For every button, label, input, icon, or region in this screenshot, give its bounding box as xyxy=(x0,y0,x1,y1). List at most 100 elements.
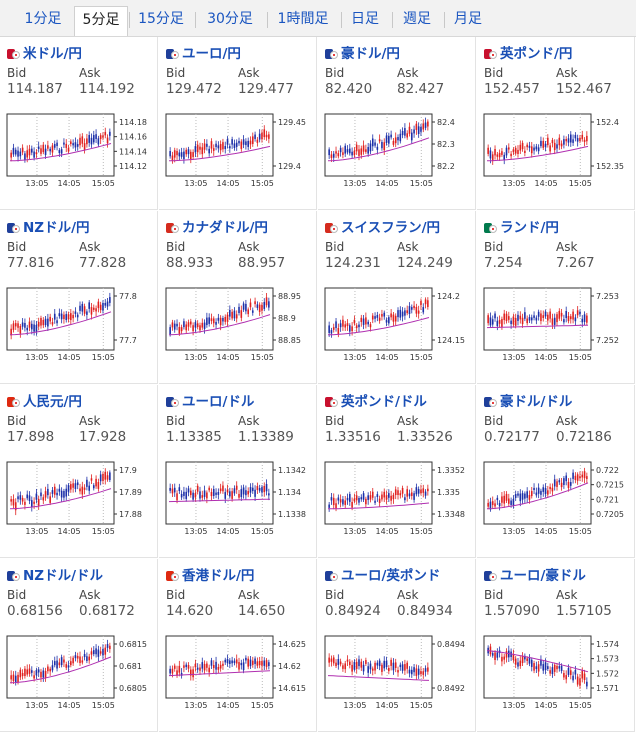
candle-body xyxy=(369,663,372,670)
pair-link[interactable]: 豪ドル/円 xyxy=(325,42,400,62)
mini-chart[interactable]: 129.45 129.4 13:05 14:05 15:05 xyxy=(163,110,313,192)
candle-body xyxy=(21,147,24,153)
candle-body xyxy=(37,321,40,327)
pair-link[interactable]: 豪ドル/ドル xyxy=(484,390,572,410)
pair-link[interactable]: ランド/円 xyxy=(484,216,559,236)
mini-chart[interactable]: 14.625 14.62 14.615 13:05 14:05 15:05 xyxy=(163,632,313,714)
x-tick-label: 15:05 xyxy=(410,179,433,188)
candle-body xyxy=(565,675,567,680)
candle-body xyxy=(530,317,533,321)
candle-body xyxy=(579,678,581,686)
tab-1[interactable]: 5分足 xyxy=(74,6,128,36)
candle-body xyxy=(63,490,65,498)
pair-link[interactable]: 英ポンド/ドル xyxy=(325,390,427,410)
candle-body xyxy=(360,317,363,322)
candle-body xyxy=(524,150,526,153)
candle-body xyxy=(258,133,261,140)
candle-body xyxy=(263,485,266,493)
candle-body xyxy=(76,314,79,318)
candle-body xyxy=(392,314,395,322)
candle-body xyxy=(226,658,229,664)
rate-card: 豪ドル/円 Bid 82.420 Ask 82.427 82.4 82.3 82.2 13:05… xyxy=(318,37,476,210)
tab-4[interactable]: 1時間足 xyxy=(277,11,329,27)
candle-body xyxy=(553,142,556,151)
pair-link[interactable]: ユーロ/円 xyxy=(166,42,241,62)
pair-link[interactable]: 英ポンド/円 xyxy=(484,42,572,62)
candle-body xyxy=(508,147,510,150)
candle-body xyxy=(37,498,40,506)
mini-chart[interactable]: 0.8494 0.8492 13:05 14:05 15:05 xyxy=(322,632,472,714)
pair-link[interactable]: 米ドル/円 xyxy=(7,42,82,62)
pair-link[interactable]: カナダドル/円 xyxy=(166,216,268,236)
x-tick-label: 14:05 xyxy=(217,527,240,536)
candle-body xyxy=(487,502,489,507)
candle-body xyxy=(26,669,29,675)
candle-body xyxy=(367,495,369,500)
mini-chart[interactable]: 152.4 152.35 13:05 14:05 15:05 xyxy=(481,110,631,192)
candle-body xyxy=(254,301,256,305)
candle-body xyxy=(358,324,360,328)
candle-body xyxy=(503,313,506,321)
mini-chart[interactable]: 77.8 77.7 13:05 14:05 15:05 xyxy=(4,284,154,366)
tab-5[interactable]: 日足 xyxy=(351,11,379,27)
candle-body xyxy=(249,659,252,667)
tab-0[interactable]: 1分足 xyxy=(24,11,62,27)
mini-chart[interactable]: 0.6815 0.681 0.6805 13:05 14:05 15:05 xyxy=(4,632,154,714)
pair-link[interactable]: 香港ドル/円 xyxy=(166,564,254,584)
candle-body xyxy=(231,491,233,499)
candle-body xyxy=(535,492,538,496)
x-tick-label: 15:05 xyxy=(251,527,274,536)
mini-chart[interactable]: 88.95 88.9 88.85 13:05 14:05 15:05 xyxy=(163,284,313,366)
candle-body xyxy=(222,485,224,492)
tab-7[interactable]: 月足 xyxy=(454,11,482,27)
ask-label: Ask xyxy=(79,588,101,602)
pair-name: 豪ドル/ドル xyxy=(500,394,573,410)
pair-link[interactable]: ユーロ/豪ドル xyxy=(484,564,586,584)
mini-chart[interactable]: 1.1342 1.134 1.1338 13:05 14:05 15:05 xyxy=(163,458,313,540)
candle-body xyxy=(99,135,102,140)
candle-body xyxy=(192,669,194,678)
pair-link[interactable]: NZドル/円 xyxy=(7,216,90,236)
tab-6[interactable]: 週足 xyxy=(403,11,431,27)
candle-body xyxy=(196,144,199,153)
candle-body xyxy=(413,667,415,673)
pair-link[interactable]: NZドル/ドル xyxy=(7,564,103,584)
moving-average-line xyxy=(327,317,430,336)
mini-chart[interactable]: 82.4 82.3 82.2 13:05 14:05 15:05 xyxy=(322,110,472,192)
rate-card: 英ポンド/円 Bid 152.457 Ask 152.467 152.4 152.35 13:… xyxy=(477,37,635,210)
candle-body xyxy=(44,491,47,498)
pair-link[interactable]: スイスフラン/円 xyxy=(325,216,440,236)
candle-body xyxy=(367,321,369,325)
y-tick-label: 114.14 xyxy=(119,147,147,156)
pair-link[interactable]: ユーロ/ドル xyxy=(166,390,254,410)
bid-value: 77.816 xyxy=(7,255,55,271)
y-tick-label: 0.6815 xyxy=(119,640,147,649)
mini-chart[interactable]: 17.9 17.89 17.88 13:05 14:05 15:05 xyxy=(4,458,154,540)
mini-chart[interactable]: 7.253 7.252 13:05 14:05 15:05 xyxy=(481,284,631,366)
mini-chart[interactable]: 114.18 114.16 114.14 114.12 13:05 14:05 15:05 xyxy=(4,110,154,192)
candle-body xyxy=(171,668,174,674)
mini-chart[interactable]: 1.3352 1.335 1.3348 13:05 14:05 15:05 xyxy=(322,458,472,540)
mini-chart[interactable]: 0.722 0.7215 0.721 0.7205 13:05 14:05 15:05 xyxy=(481,458,631,540)
candle-body xyxy=(28,321,31,328)
candle-body xyxy=(353,150,356,156)
candle-body xyxy=(344,500,347,505)
chart-frame xyxy=(324,287,433,351)
pair-link[interactable]: ユーロ/英ポンド xyxy=(325,564,440,584)
y-tick-label: 124.2 xyxy=(437,292,460,301)
tab-2[interactable]: 15分足 xyxy=(138,11,184,27)
candle-body xyxy=(268,134,270,139)
candle-body xyxy=(67,485,70,492)
tab-3[interactable]: 30分足 xyxy=(207,11,253,27)
mini-chart[interactable]: 1.574 1.573 1.572 1.571 13:05 14:05 15:05 xyxy=(481,632,631,714)
candle-body xyxy=(235,659,238,664)
x-tick-label: 13:05 xyxy=(502,527,525,536)
candle-body xyxy=(401,664,404,671)
candle-body xyxy=(251,487,254,492)
candle-body xyxy=(10,152,12,158)
candle-body xyxy=(401,130,404,136)
pair-link[interactable]: 人民元/円 xyxy=(7,390,82,410)
candle-body xyxy=(187,665,190,669)
ask-label: Ask xyxy=(79,240,101,254)
mini-chart[interactable]: 124.2 124.15 13:05 14:05 15:05 xyxy=(322,284,472,366)
